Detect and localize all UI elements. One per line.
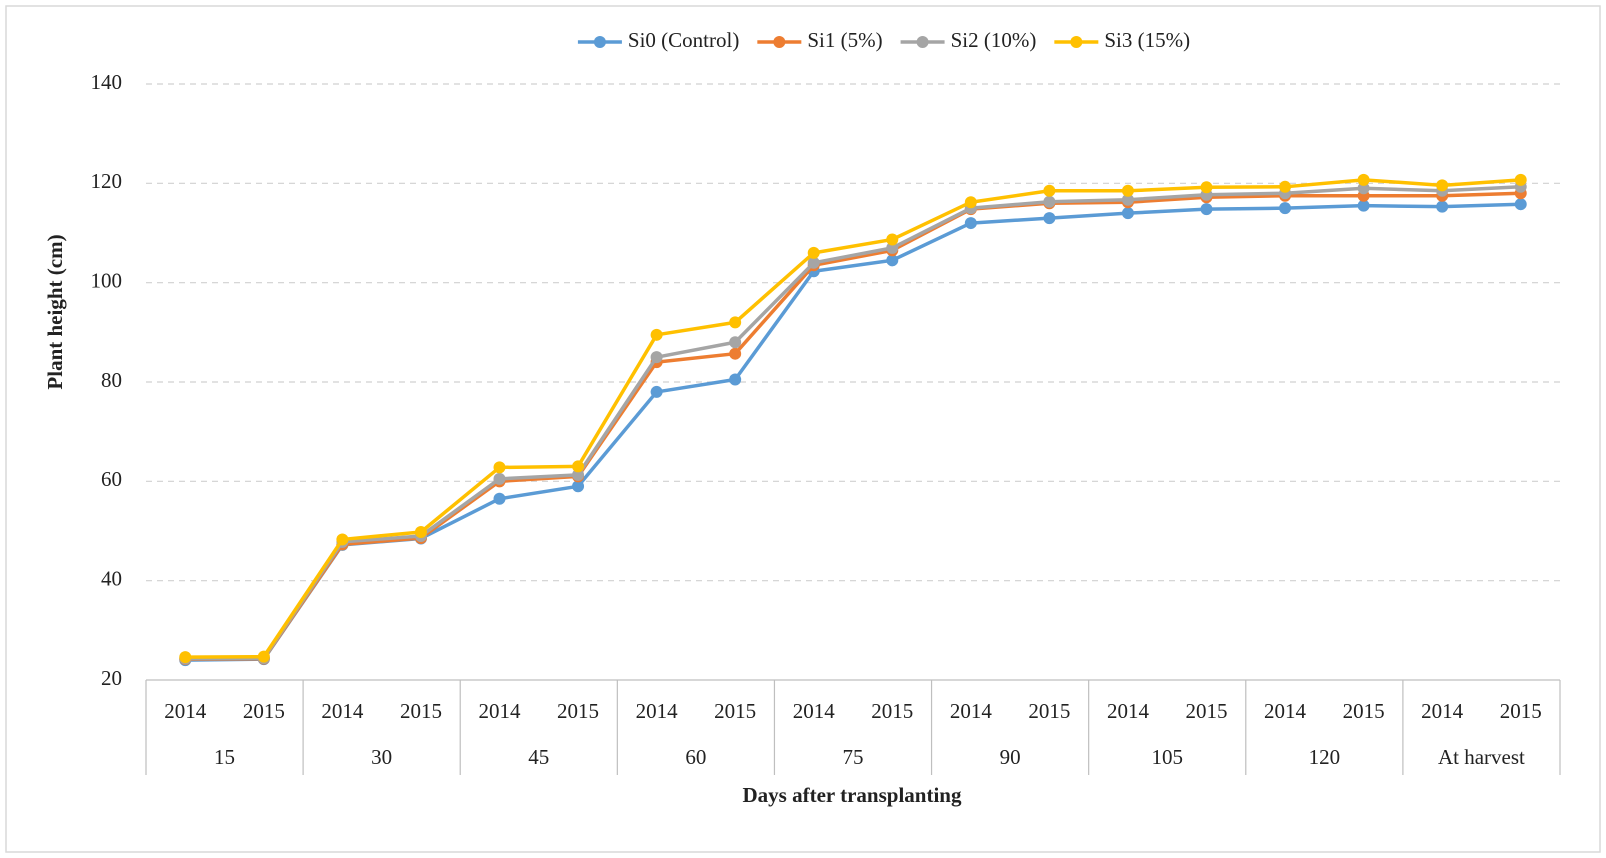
group-label: 30 (371, 745, 392, 769)
data-point (807, 246, 820, 259)
data-point (414, 525, 427, 538)
series-line (185, 191, 1521, 661)
data-point (179, 651, 192, 664)
data-point (886, 241, 899, 254)
data-point (964, 217, 977, 230)
x-axis-title: Days after transplanting (743, 783, 962, 807)
data-point (729, 336, 742, 349)
legend-label: Si3 (15%) (1104, 28, 1190, 52)
data-point (1200, 203, 1213, 216)
data-point (1121, 207, 1134, 220)
x-tick-label: 2015 (243, 699, 285, 723)
x-tick-label: 2015 (1500, 699, 1542, 723)
data-point (1121, 193, 1134, 206)
data-point (1043, 195, 1056, 208)
data-point (336, 533, 349, 546)
data-point (1514, 173, 1527, 186)
y-tick-label: 60 (101, 467, 122, 491)
series-line (185, 185, 1521, 661)
data-point (1043, 212, 1056, 225)
x-tick-label: 2014 (164, 699, 207, 723)
x-tick-label: 2015 (714, 699, 756, 723)
chart-frame (5, 5, 1601, 853)
data-point (1279, 202, 1292, 215)
y-tick-label: 120 (91, 169, 123, 193)
data-point (572, 460, 585, 473)
group-label: At harvest (1438, 745, 1525, 769)
data-point (1436, 179, 1449, 192)
x-tick-label: 2014 (636, 699, 679, 723)
data-point (964, 196, 977, 209)
data-point (572, 468, 585, 481)
series-line (185, 178, 1521, 659)
data-point (729, 347, 742, 360)
data-point (1436, 200, 1449, 213)
legend-label: Si0 (Control) (628, 28, 739, 52)
x-tick-label: 2015 (1028, 699, 1070, 723)
data-point (650, 351, 663, 364)
x-tick-label: 2014 (1264, 699, 1307, 723)
x-tick-label: 2015 (1343, 699, 1385, 723)
data-point (1200, 181, 1213, 194)
legend-label: Si1 (5%) (807, 28, 882, 52)
data-point (1357, 173, 1370, 186)
y-tick-label: 100 (91, 268, 123, 292)
legend-swatch-marker (773, 36, 786, 48)
x-tick-label: 2015 (871, 699, 913, 723)
legend-label: Si2 (10%) (951, 28, 1037, 52)
data-point (1357, 199, 1370, 212)
data-point (493, 492, 506, 505)
data-point (493, 461, 506, 474)
data-point (572, 480, 585, 493)
data-point (1514, 198, 1527, 211)
data-point (1043, 184, 1056, 197)
x-tick-label: 2014 (1107, 699, 1150, 723)
data-point (650, 385, 663, 398)
data-point (807, 256, 820, 269)
x-tick-label: 2014 (1421, 699, 1464, 723)
group-label: 45 (528, 745, 549, 769)
y-tick-label: 140 (91, 70, 123, 94)
data-point (729, 373, 742, 386)
group-label: 120 (1309, 745, 1341, 769)
data-point (493, 472, 506, 485)
data-point (886, 233, 899, 246)
x-tick-label: 2015 (400, 699, 442, 723)
data-point (257, 650, 270, 663)
group-label: 15 (214, 745, 235, 769)
legend-swatch-marker (593, 36, 606, 48)
data-point (1357, 182, 1370, 195)
data-point (650, 328, 663, 341)
y-tick-label: 40 (101, 566, 122, 590)
y-tick-label: 80 (101, 368, 122, 392)
x-tick-label: 2014 (793, 699, 836, 723)
x-tick-label: 2015 (557, 699, 599, 723)
y-tick-label: 20 (101, 666, 122, 690)
x-tick-label: 2015 (1186, 699, 1228, 723)
legend-swatch-marker (916, 36, 929, 48)
x-tick-label: 2014 (950, 699, 993, 723)
x-tick-label: 2014 (321, 699, 364, 723)
data-point (729, 316, 742, 329)
y-axis-title: Plant height (cm) (43, 234, 67, 389)
group-label: 90 (1000, 745, 1021, 769)
x-tick-label: 2014 (479, 699, 522, 723)
data-point (1279, 180, 1292, 193)
group-label: 75 (843, 745, 864, 769)
data-point (886, 254, 899, 267)
data-point (1121, 184, 1134, 197)
legend-swatch-marker (1070, 36, 1083, 48)
group-label: 105 (1151, 745, 1183, 769)
group-label: 60 (685, 745, 706, 769)
